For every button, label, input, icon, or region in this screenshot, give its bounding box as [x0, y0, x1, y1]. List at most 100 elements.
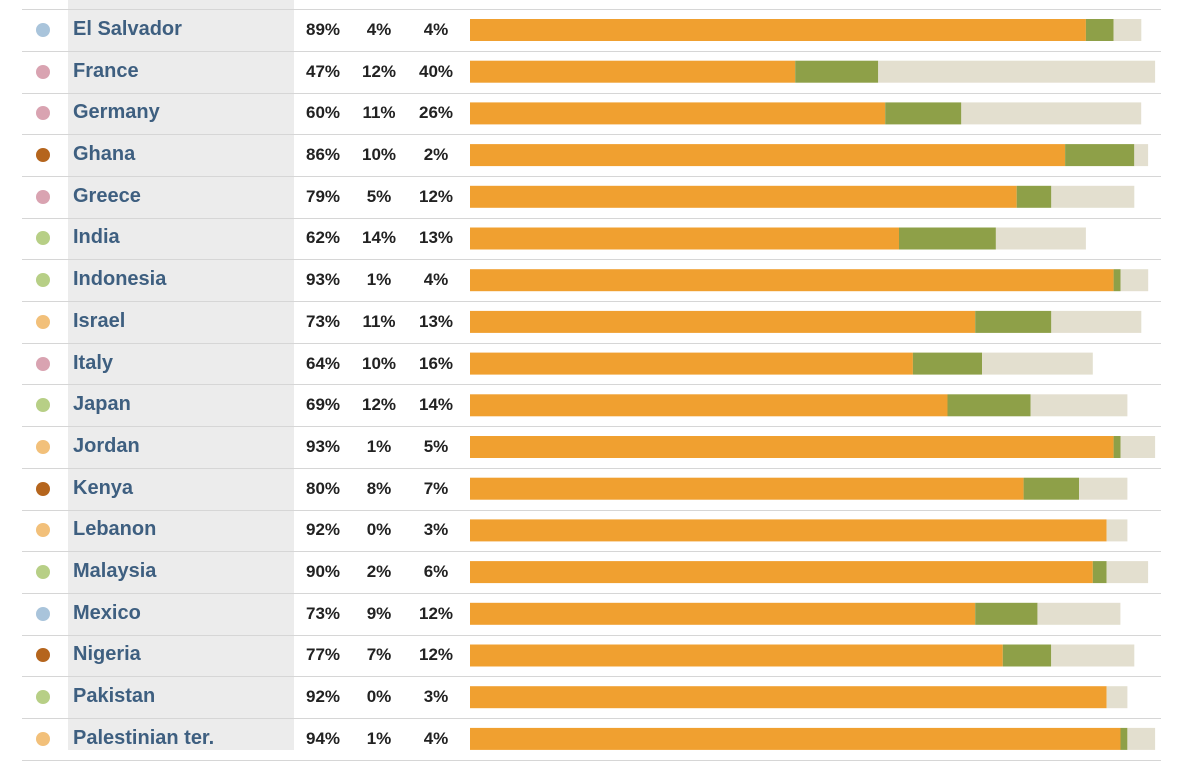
region-dot-icon — [36, 398, 50, 413]
country-label: Nigeria — [73, 643, 141, 666]
percent-value-3: 2% — [423, 145, 449, 165]
row-divider — [22, 509, 1161, 511]
table-row: Indonesia 93% 1% 4% — [0, 259, 1199, 301]
region-dot-icon — [36, 22, 50, 37]
table-row: Ghana 86% 10% 2% — [0, 134, 1199, 176]
region-dot-icon — [36, 231, 50, 246]
percent-value-2: 1% — [366, 728, 392, 748]
country-label: Greece — [73, 184, 141, 207]
row-divider — [22, 634, 1161, 636]
bar-segment-1 — [470, 436, 1114, 458]
region-dot-icon — [36, 731, 50, 746]
country-label: Japan — [73, 393, 131, 416]
bar-segment-3 — [1106, 561, 1149, 584]
region-dot-icon — [36, 565, 50, 580]
bar-segment-3 — [1051, 644, 1135, 667]
row-divider — [22, 467, 1161, 469]
bar-segment-2 — [1065, 144, 1135, 167]
region-dot-icon — [36, 314, 50, 329]
percent-value-1: 89% — [305, 19, 341, 39]
bar-segment-2 — [1113, 436, 1121, 458]
percent-value-3: 12% — [418, 603, 454, 623]
percent-value-3: 26% — [418, 103, 454, 123]
bar-segment-2 — [1113, 269, 1121, 292]
percent-value-1: 90% — [305, 562, 341, 582]
percent-value-3: 5% — [423, 436, 449, 456]
percent-value-2: 8% — [366, 478, 392, 498]
percent-value-1: 93% — [305, 270, 341, 290]
bar-segment-2 — [975, 602, 1038, 625]
region-dot-icon — [36, 106, 50, 121]
region-dot-icon — [36, 690, 50, 705]
percent-value-1: 73% — [305, 311, 341, 331]
percent-value-2: 10% — [361, 353, 397, 373]
percent-value-1: 64% — [305, 353, 341, 373]
bar-segment-3 — [1106, 686, 1128, 709]
percent-value-3: 4% — [423, 728, 449, 748]
bar-segment-3 — [1051, 185, 1135, 208]
percent-value-3: 4% — [423, 270, 449, 290]
bar-segment-1 — [470, 144, 1066, 167]
percent-value-1: 77% — [305, 645, 341, 665]
region-dot-icon — [36, 523, 50, 538]
bar-segment-1 — [470, 60, 796, 83]
percent-value-2: 5% — [366, 186, 392, 206]
bar-segment-3 — [1127, 727, 1156, 750]
percent-value-2: 12% — [361, 395, 397, 415]
region-dot-icon — [36, 273, 50, 288]
table-row: France 47% 12% 40% — [0, 51, 1199, 93]
bar-segment-2 — [1016, 185, 1052, 208]
bar-segment-3 — [1051, 310, 1142, 333]
country-label: Ghana — [73, 143, 136, 166]
percent-value-2: 0% — [366, 687, 392, 707]
table-row: Kenya 80% 8% 7% — [0, 468, 1199, 510]
bar-segment-2 — [795, 60, 879, 83]
table-row: El Salvador 89% 4% 4% — [0, 9, 1199, 51]
region-dot-icon — [36, 64, 50, 79]
percent-value-1: 92% — [305, 520, 341, 540]
country-label: Jordan — [73, 434, 140, 457]
percent-value-2: 11% — [362, 103, 396, 123]
row-divider — [22, 301, 1161, 303]
bar-segment-1 — [470, 477, 1024, 500]
region-dot-icon — [36, 606, 50, 621]
bar-segment-3 — [961, 102, 1142, 125]
country-label: Kenya — [73, 476, 134, 499]
table-row: Malaysia 90% 2% 6% — [0, 551, 1199, 593]
percent-value-3: 7% — [423, 478, 449, 498]
table-row: Nigeria 77% 7% 12% — [0, 635, 1199, 677]
country-label: Israel — [73, 309, 126, 332]
country-label: Lebanon — [73, 518, 157, 541]
percent-value-1: 47% — [305, 61, 341, 81]
percent-value-3: 40% — [418, 61, 454, 81]
country-label: France — [73, 59, 139, 82]
bar-segment-1 — [470, 102, 886, 125]
percent-value-2: 14% — [361, 228, 397, 248]
row-divider — [22, 384, 1161, 386]
table-row: Mexico 73% 9% 12% — [0, 593, 1199, 635]
country-label: Italy — [73, 351, 114, 374]
percent-value-3: 13% — [418, 311, 454, 331]
bar-segment-3 — [1079, 477, 1128, 500]
row-divider — [22, 50, 1161, 52]
region-dot-icon — [36, 148, 50, 163]
percent-value-3: 3% — [423, 687, 449, 707]
region-dot-icon — [36, 189, 50, 204]
table-row: Italy 64% 10% 16% — [0, 343, 1199, 385]
bar-segment-2 — [975, 310, 1052, 333]
percent-value-1: 60% — [305, 103, 341, 123]
bar-segment-1 — [470, 185, 1017, 208]
percent-value-1: 79% — [305, 186, 341, 206]
region-dot-icon — [36, 481, 50, 496]
percent-value-3: 3% — [423, 520, 449, 540]
bar-segment-2 — [1023, 477, 1079, 500]
percent-value-3: 12% — [418, 645, 454, 665]
table-row: Israel 73% 11% 13% — [0, 301, 1199, 343]
row-divider — [22, 134, 1161, 136]
percent-value-1: 92% — [305, 687, 341, 707]
table-row: Pakistan 92% 0% 3% — [0, 676, 1199, 718]
region-dot-icon — [36, 439, 50, 454]
bar-segment-3 — [1120, 436, 1156, 458]
